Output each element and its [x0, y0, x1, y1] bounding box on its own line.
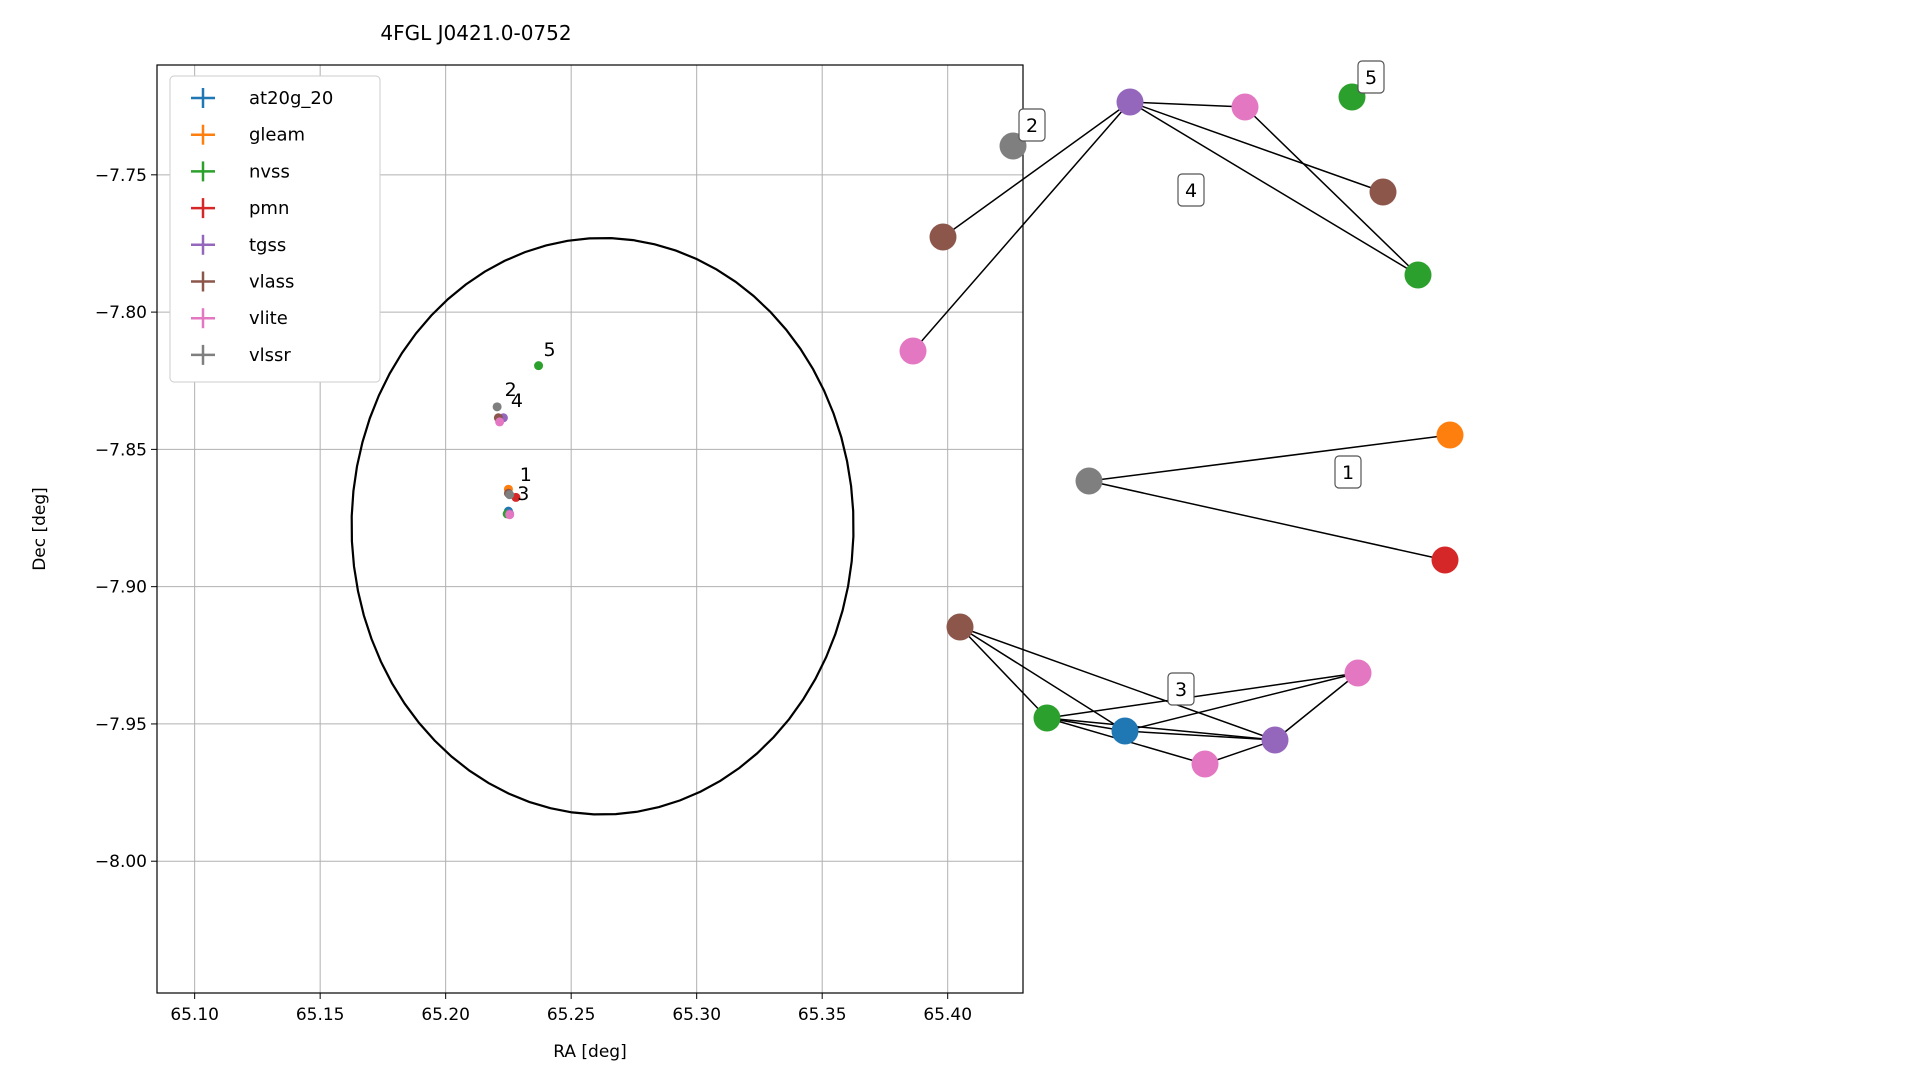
legend-label: gleam	[249, 125, 305, 146]
group-label: 1	[1334, 455, 1362, 489]
plot-frame	[156, 64, 1024, 994]
group-label-box	[1357, 60, 1385, 94]
group-label: 2	[1018, 108, 1046, 142]
x-tick-label: 65.10	[170, 1005, 219, 1025]
y-tick-label: −7.80	[95, 303, 147, 323]
y-axis-ticks: −7.75 −7.80 −7.85 −7.90 −7.95 −8.00	[95, 166, 157, 872]
network-edge	[959, 626, 1048, 719]
data-point-vlite	[495, 417, 505, 427]
network-edge	[1244, 106, 1419, 276]
network-edge	[942, 101, 1131, 238]
x-tick-label: 65.40	[923, 1005, 972, 1025]
y-tick-label: −7.85	[95, 440, 147, 460]
group-label-text: 5	[1365, 67, 1377, 89]
y-tick-label: −7.75	[95, 166, 147, 186]
x-tick-label: 65.30	[672, 1005, 721, 1025]
network-node	[1404, 261, 1432, 289]
group-label-box	[1334, 455, 1362, 489]
uncertainty-ellipse-layer	[350, 236, 855, 816]
network-edge	[1046, 717, 1276, 741]
point-annotation: 5	[544, 339, 556, 361]
y-tick-label: −7.90	[95, 578, 147, 598]
x-tick-label: 65.35	[798, 1005, 847, 1025]
uncertainty-ellipse	[350, 236, 855, 816]
network-node	[1075, 467, 1103, 495]
network-node	[946, 613, 974, 641]
x-tick-label: 65.25	[547, 1005, 596, 1025]
legend-box	[169, 75, 381, 383]
group-label: 3	[1167, 672, 1195, 706]
network-edge	[1124, 672, 1359, 732]
group-label-text: 2	[1026, 115, 1038, 137]
network-edge	[912, 101, 1131, 352]
point-annotation: 4	[511, 390, 523, 412]
group-label-box	[1167, 672, 1195, 706]
network-edge	[1124, 730, 1276, 741]
group-label-text: 4	[1185, 180, 1197, 202]
legend-label: vlite	[249, 308, 288, 329]
network-edge	[1129, 101, 1384, 193]
network-node	[1231, 93, 1259, 121]
group-label: 5	[1357, 60, 1385, 94]
network-edge	[1046, 672, 1359, 719]
legend-label: vlssr	[249, 345, 291, 366]
legend-label: pmn	[249, 198, 289, 219]
network-node	[1033, 704, 1061, 732]
point-annotation: 3	[517, 483, 529, 505]
data-point-vlite	[505, 510, 515, 520]
network-edge	[1088, 480, 1446, 561]
group-label-text: 1	[1342, 462, 1354, 484]
network-node	[1369, 178, 1397, 206]
network-edge	[1274, 672, 1359, 741]
data-point-nvss	[534, 361, 544, 371]
group-label: 4	[1177, 173, 1205, 207]
group-labels: 2 5 4 1 3	[1018, 60, 1385, 706]
point-annotations: 1 24 3 5	[505, 339, 556, 505]
y-axis-label: Dec [deg]	[30, 487, 50, 571]
legend-label: at20g_20	[249, 88, 333, 109]
group-label-box	[1018, 108, 1046, 142]
data-point-vlssr	[505, 490, 515, 500]
network-edge	[1088, 434, 1451, 482]
data-point-vlssr	[492, 402, 502, 412]
point-annotation: 1	[520, 464, 532, 486]
network-node	[1191, 750, 1219, 778]
network-node	[1116, 88, 1144, 116]
group-label-text: 3	[1175, 679, 1187, 701]
group-label-box	[1177, 173, 1205, 207]
x-axis-ticks: 65.10 65.15 65.20 65.25 65.30 65.35 65.40	[170, 993, 972, 1025]
network-node	[1261, 726, 1289, 754]
match-network-graph: 2 5 4 1 3	[899, 60, 1464, 778]
x-tick-label: 65.15	[296, 1005, 345, 1025]
network-node	[1111, 717, 1139, 745]
legend-label: nvss	[249, 161, 290, 182]
source-points	[492, 361, 544, 520]
x-axis-label: RA [deg]	[553, 1042, 626, 1062]
point-annotation: 2	[505, 379, 517, 401]
x-tick-label: 65.20	[421, 1005, 470, 1025]
network-nodes	[899, 83, 1464, 778]
network-node	[929, 223, 957, 251]
network-edge	[959, 626, 1126, 732]
network-node	[899, 337, 927, 365]
network-edge	[1129, 101, 1419, 276]
network-node	[1436, 421, 1464, 449]
network-edge	[959, 626, 1276, 741]
chart-title: 4FGL J0421.0-0752	[380, 21, 571, 45]
legend-label: tgss	[249, 235, 286, 256]
network-node	[1431, 546, 1459, 574]
y-tick-label: −8.00	[95, 852, 147, 872]
legend-label: vlass	[249, 272, 294, 293]
y-tick-label: −7.95	[95, 715, 147, 735]
grid-lines	[157, 65, 1023, 993]
network-node	[1344, 659, 1372, 687]
network-edge	[1129, 101, 1246, 108]
